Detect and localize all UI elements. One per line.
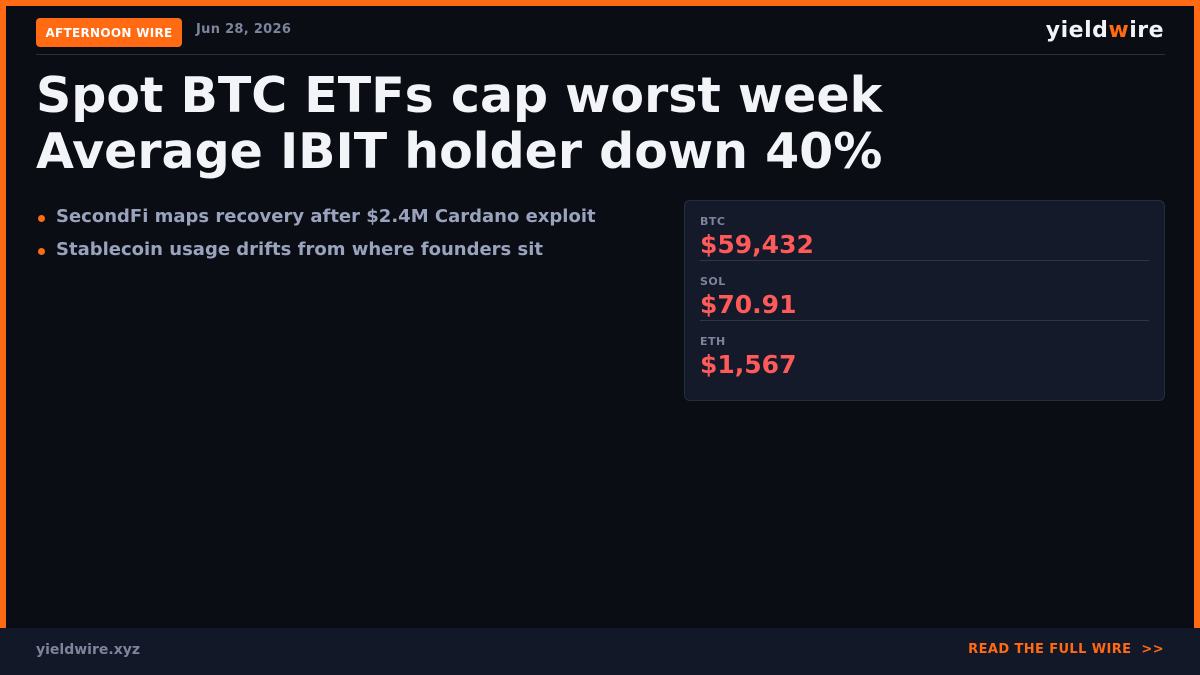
bullet-dot-icon xyxy=(38,214,45,222)
brand-logo[interactable]: yieldwire xyxy=(1046,18,1164,43)
header-divider xyxy=(36,54,1165,55)
card-frame xyxy=(0,0,1200,628)
price-row-eth: ETH $1,567 xyxy=(700,321,1149,381)
logo-part-2: ire xyxy=(1129,18,1164,43)
bullet-item[interactable]: SecondFi maps recovery after $2.4M Carda… xyxy=(38,200,596,233)
headline-line-1: Spot BTC ETFs cap worst week xyxy=(36,67,883,124)
edition-badge: AFTERNOON WIRE xyxy=(36,18,182,47)
site-link[interactable]: yieldwire.xyz xyxy=(36,642,140,658)
headline-line-2: Average IBIT holder down 40% xyxy=(36,123,883,180)
read-full-wire-link[interactable]: READ THE FULL WIRE >> xyxy=(968,642,1164,657)
price-panel: BTC $59,432 SOL $70.91 ETH $1,567 xyxy=(684,200,1165,401)
price-value: $1,567 xyxy=(700,350,797,379)
ticker-label: SOL xyxy=(700,275,726,288)
double-chevron-right-icon: >> xyxy=(1141,642,1164,657)
cta-label: READ THE FULL WIRE xyxy=(968,642,1132,657)
publish-date: Jun 28, 2026 xyxy=(196,22,292,37)
price-row-sol: SOL $70.91 xyxy=(700,261,1149,321)
bullet-text: SecondFi maps recovery after $2.4M Carda… xyxy=(56,206,596,227)
price-row-btc: BTC $59,432 xyxy=(700,201,1149,261)
footer-bar: yieldwire.xyz READ THE FULL WIRE >> xyxy=(0,628,1200,675)
ticker-label: ETH xyxy=(700,335,726,348)
bullet-item[interactable]: Stablecoin usage drifts from where found… xyxy=(38,233,596,266)
logo-part-1: yield xyxy=(1045,18,1109,43)
bullet-text: Stablecoin usage drifts from where found… xyxy=(56,239,544,260)
price-value: $59,432 xyxy=(700,230,814,259)
bullet-list: SecondFi maps recovery after $2.4M Carda… xyxy=(38,200,596,266)
price-value: $70.91 xyxy=(700,290,797,319)
headline: Spot BTC ETFs cap worst week Average IBI… xyxy=(36,68,1166,180)
ticker-label: BTC xyxy=(700,215,726,228)
logo-accent-letter: w xyxy=(1108,18,1130,43)
bullet-dot-icon xyxy=(38,247,45,255)
